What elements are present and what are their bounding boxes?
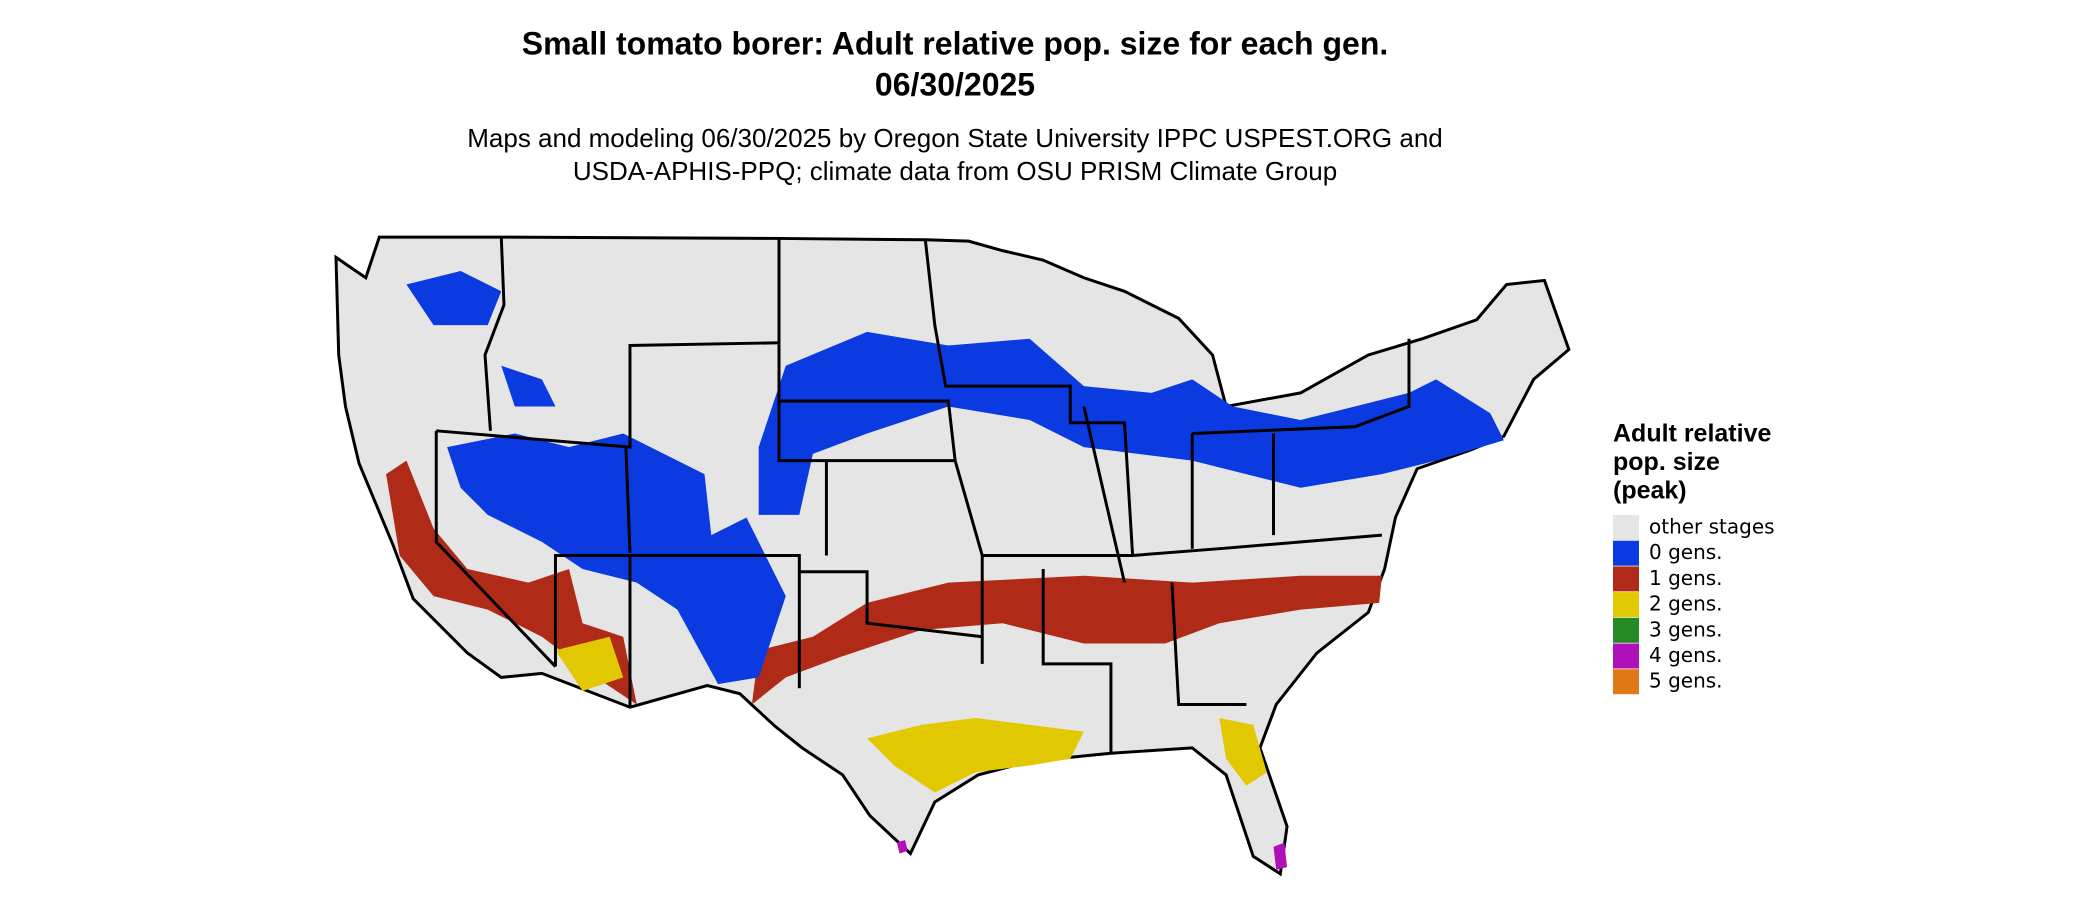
legend-title: pop. size <box>1613 448 1720 476</box>
title-date: 06/30/2025 <box>875 66 1035 102</box>
title: Small tomato borer: Adult relative pop. … <box>522 25 1389 61</box>
legend-swatch <box>1613 643 1639 669</box>
gen-region <box>447 433 786 685</box>
subtitle: Maps and modeling 06/30/2025 by Oregon S… <box>467 123 1443 153</box>
gen-region <box>406 270 556 407</box>
legend-label: 4 gens. <box>1649 643 1723 667</box>
gen-region <box>555 636 1267 793</box>
us-map <box>334 235 1571 877</box>
legend-label: 2 gens. <box>1649 592 1723 616</box>
legend-label: 1 gens. <box>1649 566 1723 590</box>
subtitle: USDA-APHIS-PPQ; climate data from OSU PR… <box>573 156 1337 186</box>
legend-swatch <box>1613 617 1639 643</box>
legend-title: Adult relative <box>1613 420 1771 448</box>
legend-swatch <box>1613 566 1639 592</box>
gen-region <box>386 460 637 705</box>
legend-title: (peak) <box>1613 477 1687 505</box>
legend-swatch <box>1613 515 1639 540</box>
legend-label: 0 gens. <box>1649 540 1723 564</box>
legend-swatch <box>1613 592 1639 618</box>
legend-swatch <box>1613 540 1639 566</box>
legend-label: 3 gens. <box>1649 617 1723 641</box>
legend-label: other stages <box>1649 515 1775 539</box>
legend-label: 5 gens. <box>1649 669 1723 693</box>
gen-region <box>896 839 1288 870</box>
land <box>334 235 1571 877</box>
legend-swatch <box>1613 669 1639 695</box>
state-borders <box>434 237 1411 752</box>
gen-region <box>751 575 1382 705</box>
